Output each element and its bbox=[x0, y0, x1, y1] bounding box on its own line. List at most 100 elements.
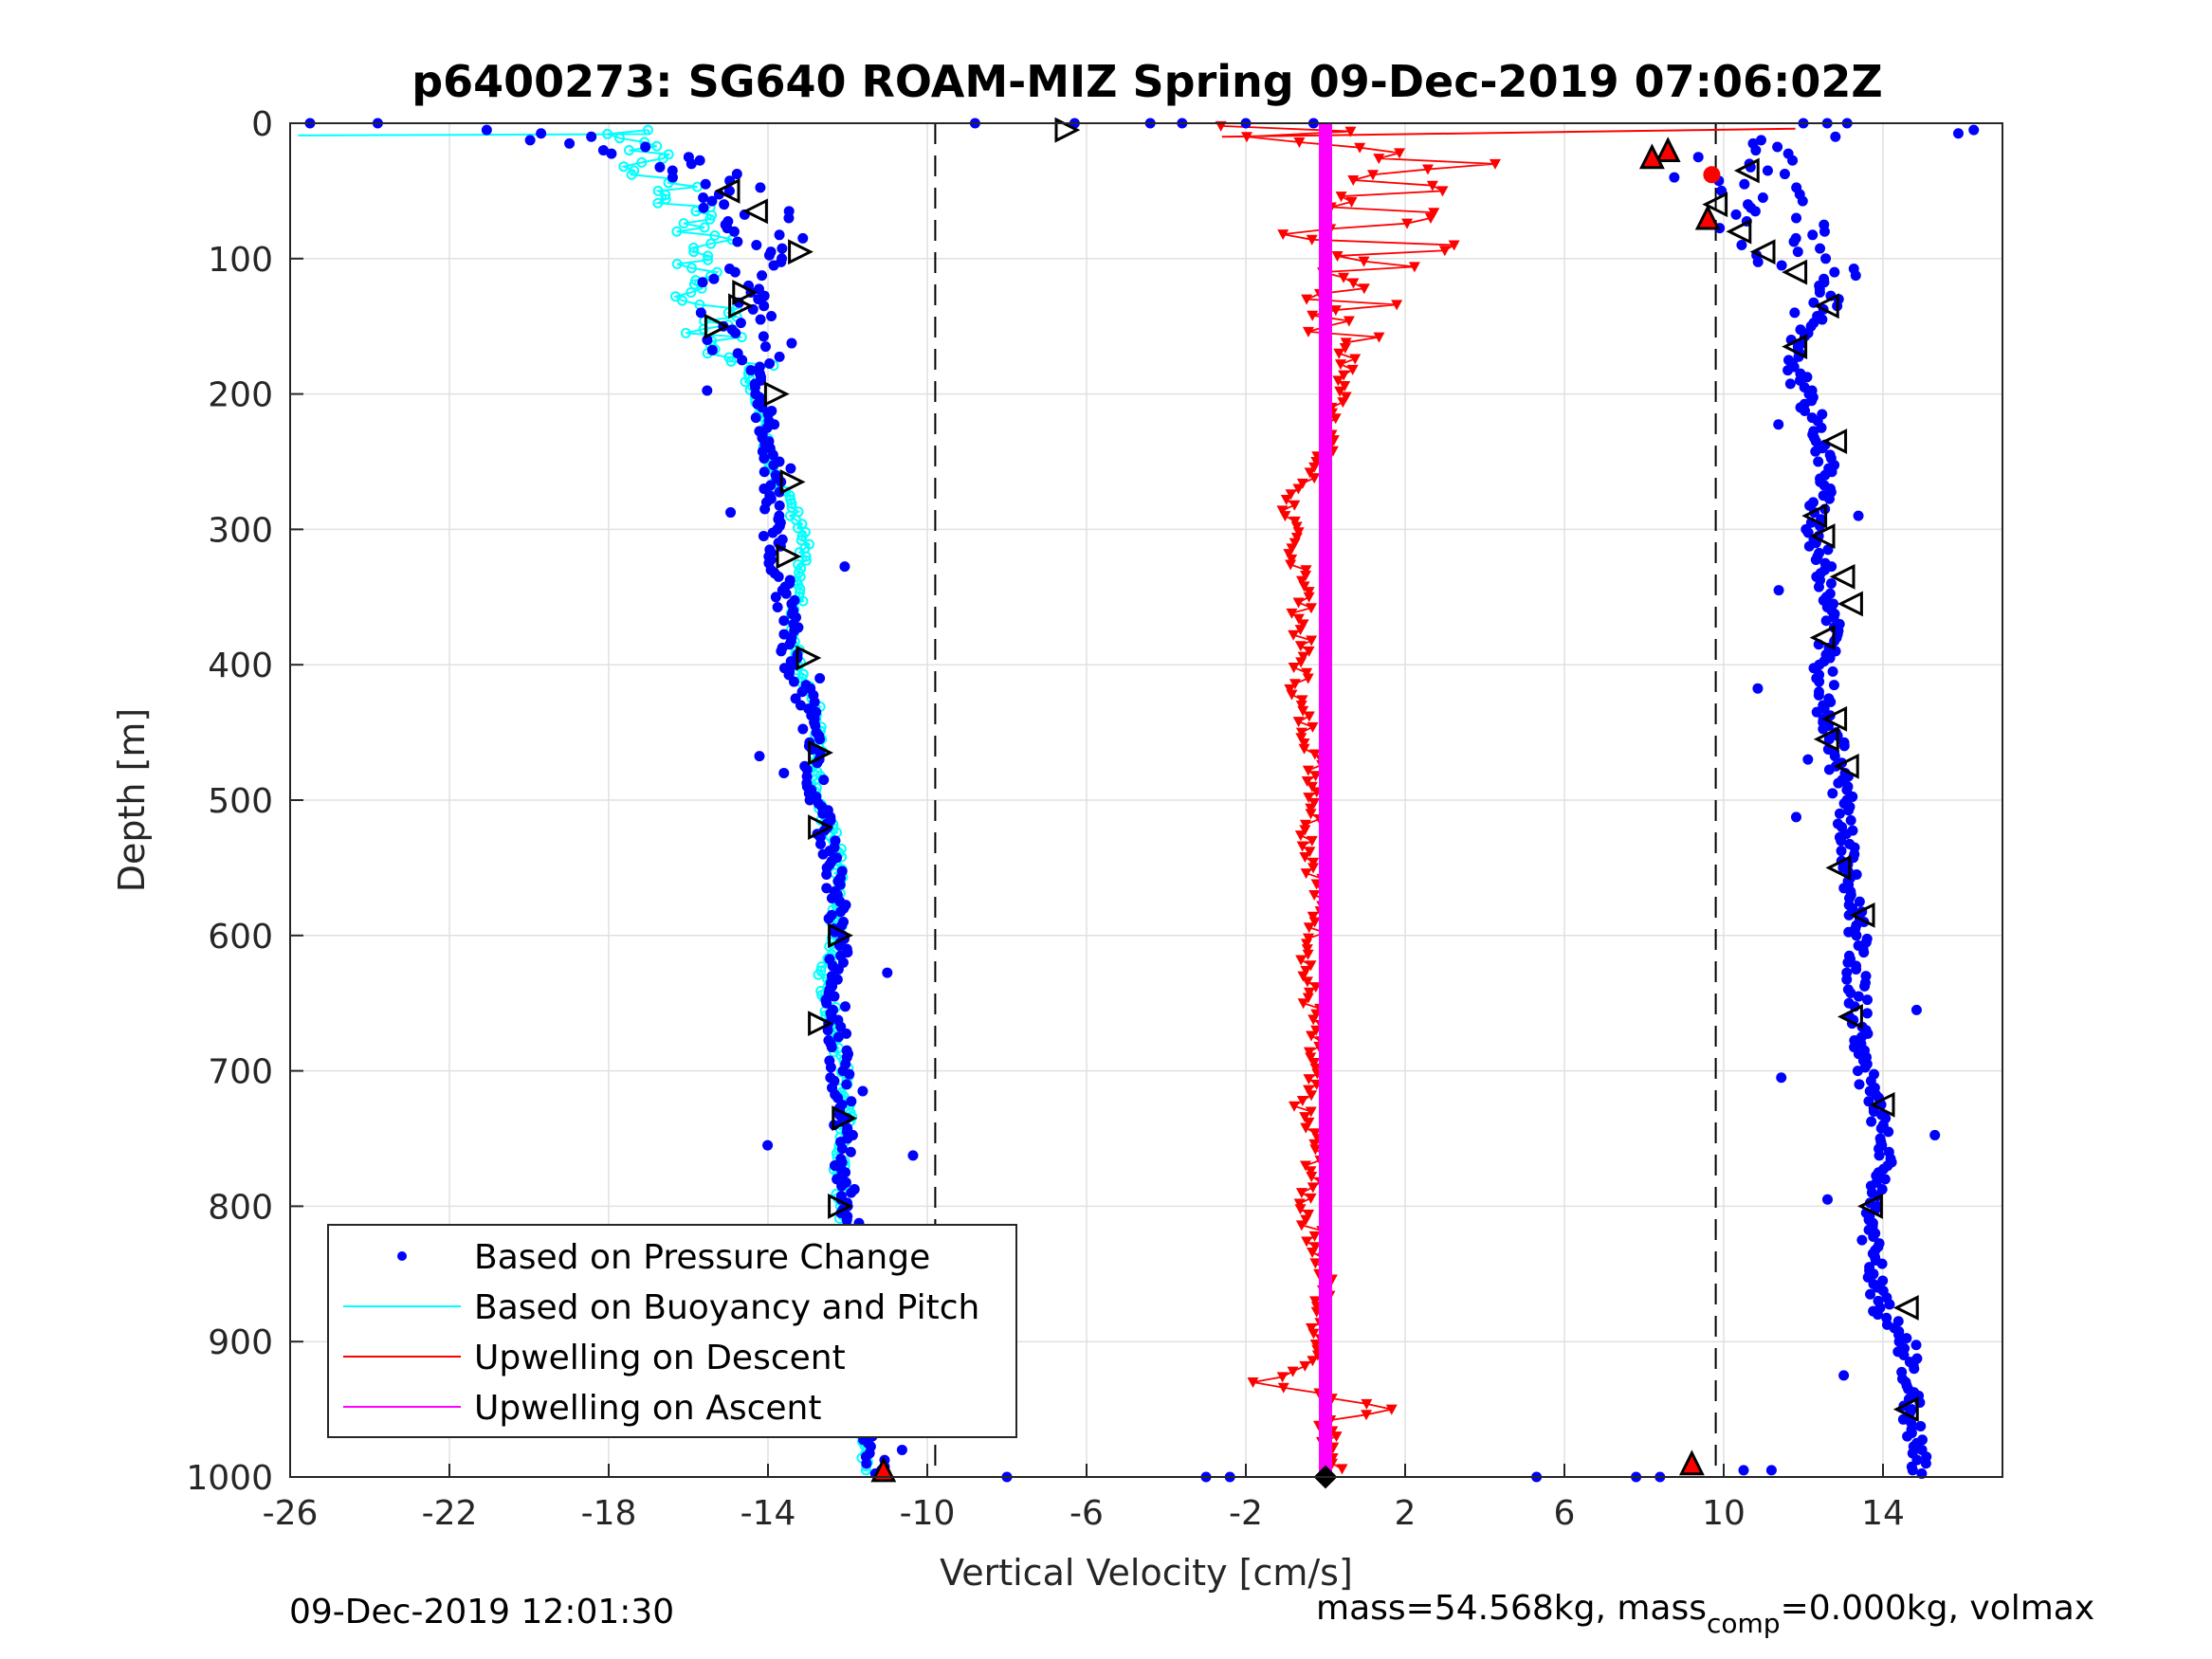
marker-triangle-left bbox=[1813, 293, 1839, 319]
pressure-descent-point bbox=[729, 266, 740, 278]
upwelling-descent-point bbox=[1308, 749, 1321, 760]
upwelling-descent-point bbox=[1308, 917, 1321, 928]
buoyancy-pitch-point bbox=[680, 327, 691, 338]
upwelling-descent-point bbox=[1428, 208, 1440, 219]
upwelling-descent-point bbox=[1385, 1404, 1398, 1415]
pressure-descent-point bbox=[818, 775, 830, 786]
buoyancy-pitch-point bbox=[652, 197, 664, 209]
upwelling-descent-point bbox=[1306, 234, 1318, 246]
marker-triangle-right bbox=[732, 280, 759, 305]
pressure-descent-point bbox=[686, 158, 697, 170]
pressure-descent-point bbox=[846, 1187, 857, 1198]
pressure-ascent-point bbox=[1815, 243, 1826, 254]
upwelling-descent-point bbox=[1295, 701, 1307, 712]
pressure-ascent-point bbox=[1879, 1174, 1891, 1185]
buoyancy-pitch-point bbox=[660, 190, 671, 201]
y-tick-label: 0 bbox=[251, 105, 273, 144]
pressure-ascent-point bbox=[1827, 665, 1838, 677]
upwelling-descent-point bbox=[1301, 976, 1313, 988]
upwelling-descent-point bbox=[1340, 392, 1352, 403]
pressure-descent-point bbox=[861, 1458, 872, 1469]
pressure-surface-point bbox=[1738, 1465, 1749, 1476]
upwelling-descent-point bbox=[1279, 511, 1291, 522]
pressure-descent-point bbox=[698, 192, 709, 204]
pressure-ascent-point bbox=[1823, 734, 1835, 745]
upwelling-descent-point bbox=[1358, 256, 1370, 267]
upwelling-descent-point bbox=[1336, 1464, 1348, 1475]
pressure-descent-point bbox=[814, 838, 826, 849]
marker-triangle-right bbox=[795, 645, 822, 671]
marker-triangle-right bbox=[704, 313, 730, 339]
pressure-descent-point bbox=[772, 602, 783, 613]
upwelling-descent-point bbox=[1305, 1322, 1317, 1334]
pressure-ascent-point bbox=[1833, 777, 1844, 789]
pressure-ascent-point bbox=[1834, 808, 1845, 819]
pressure-ascent-point bbox=[1820, 253, 1832, 264]
upwelling-descent-point bbox=[1298, 743, 1310, 755]
upwelling-descent-point bbox=[1284, 684, 1296, 695]
upwelling-descent-point bbox=[1337, 397, 1349, 409]
pressure-ascent-point bbox=[1843, 805, 1855, 816]
upwelling-descent-point bbox=[1307, 310, 1319, 321]
upwelling-descent-point bbox=[1303, 646, 1315, 657]
pressure-descent-point bbox=[857, 1085, 868, 1097]
pressure-descent-point bbox=[702, 385, 713, 396]
pressure-ascent-point bbox=[1827, 788, 1838, 799]
pressure-descent-point bbox=[786, 337, 797, 349]
pressure-descent-point bbox=[832, 964, 844, 975]
marker-triangle-up bbox=[1638, 143, 1665, 170]
buoyancy-pitch-point bbox=[705, 238, 717, 249]
upwelling-descent-point bbox=[1489, 158, 1501, 170]
upwelling-descent-point bbox=[1286, 554, 1298, 565]
pressure-ascent-point bbox=[1821, 1194, 1833, 1205]
pressure-descent-point bbox=[829, 991, 840, 1002]
legend-label-buoyancy: Based on Buoyancy and Pitch bbox=[474, 1288, 979, 1327]
upwelling-descent-point bbox=[1302, 326, 1314, 337]
upwelling-descent-point bbox=[1307, 1328, 1320, 1340]
upwelling-descent-point bbox=[1303, 711, 1315, 722]
upwelling-descent-point bbox=[1302, 765, 1314, 776]
x-tick-label: -2 bbox=[1229, 1494, 1263, 1533]
pressure-descent-point bbox=[776, 646, 787, 657]
upwelling-descent-point bbox=[1301, 939, 1313, 950]
upwelling-descent-point bbox=[1305, 1106, 1317, 1118]
pressure-ascent-point bbox=[1757, 192, 1768, 204]
pressure-ascent-point bbox=[1749, 206, 1761, 217]
marker-triangle-left bbox=[1702, 191, 1728, 218]
pressure-ascent-point bbox=[1874, 1150, 1885, 1161]
x-tick-label: 14 bbox=[1861, 1494, 1905, 1533]
y-tick-label: 100 bbox=[208, 241, 273, 280]
upwelling-descent-point bbox=[1296, 1096, 1308, 1107]
upwelling-descent-point bbox=[1285, 489, 1297, 501]
marker-triangle-up bbox=[1678, 1449, 1705, 1476]
pressure-ascent-point bbox=[1802, 754, 1814, 765]
pressure-descent-point bbox=[773, 571, 784, 582]
upwelling-descent-point bbox=[1335, 191, 1347, 203]
upwelling-descent-point bbox=[1347, 174, 1360, 186]
upwelling-descent-point bbox=[1305, 1052, 1317, 1064]
pressure-descent-point bbox=[768, 460, 779, 471]
pressure-descent-point bbox=[823, 913, 834, 924]
buoyancy-pitch-point bbox=[800, 551, 812, 562]
pressure-ascent-point bbox=[1823, 764, 1835, 775]
y-axis-ticks: 0 100 200 300 400 500 600 700 800 900 1000 bbox=[186, 105, 303, 1498]
pressure-ascent-point bbox=[1789, 307, 1801, 319]
upwelling-descent-point bbox=[1299, 1360, 1311, 1372]
pressure-ascent-point bbox=[1850, 270, 1861, 282]
pressure-descent-point bbox=[700, 178, 711, 190]
pressure-descent-point bbox=[836, 1180, 848, 1192]
upwelling-descent-point bbox=[1296, 695, 1308, 706]
upwelling-descent-point bbox=[1295, 733, 1307, 744]
pressure-ascent-point bbox=[1797, 195, 1808, 207]
upwelling-descent-point bbox=[1438, 246, 1451, 257]
upwelling-descent-point bbox=[1334, 359, 1346, 371]
x-tick-label: 10 bbox=[1702, 1494, 1746, 1533]
legend: Based on Pressure Change Based on Buoyan… bbox=[327, 1224, 1017, 1438]
pressure-descent-point bbox=[564, 137, 576, 149]
pressure-ascent-point bbox=[1851, 964, 1862, 975]
pressure-ascent-point bbox=[1830, 131, 1841, 142]
buoyancy-pitch-point bbox=[657, 153, 668, 164]
marker-triangle-left bbox=[1837, 591, 1863, 617]
y-tick-label: 1000 bbox=[186, 1459, 273, 1498]
pressure-descent-point bbox=[797, 723, 809, 735]
